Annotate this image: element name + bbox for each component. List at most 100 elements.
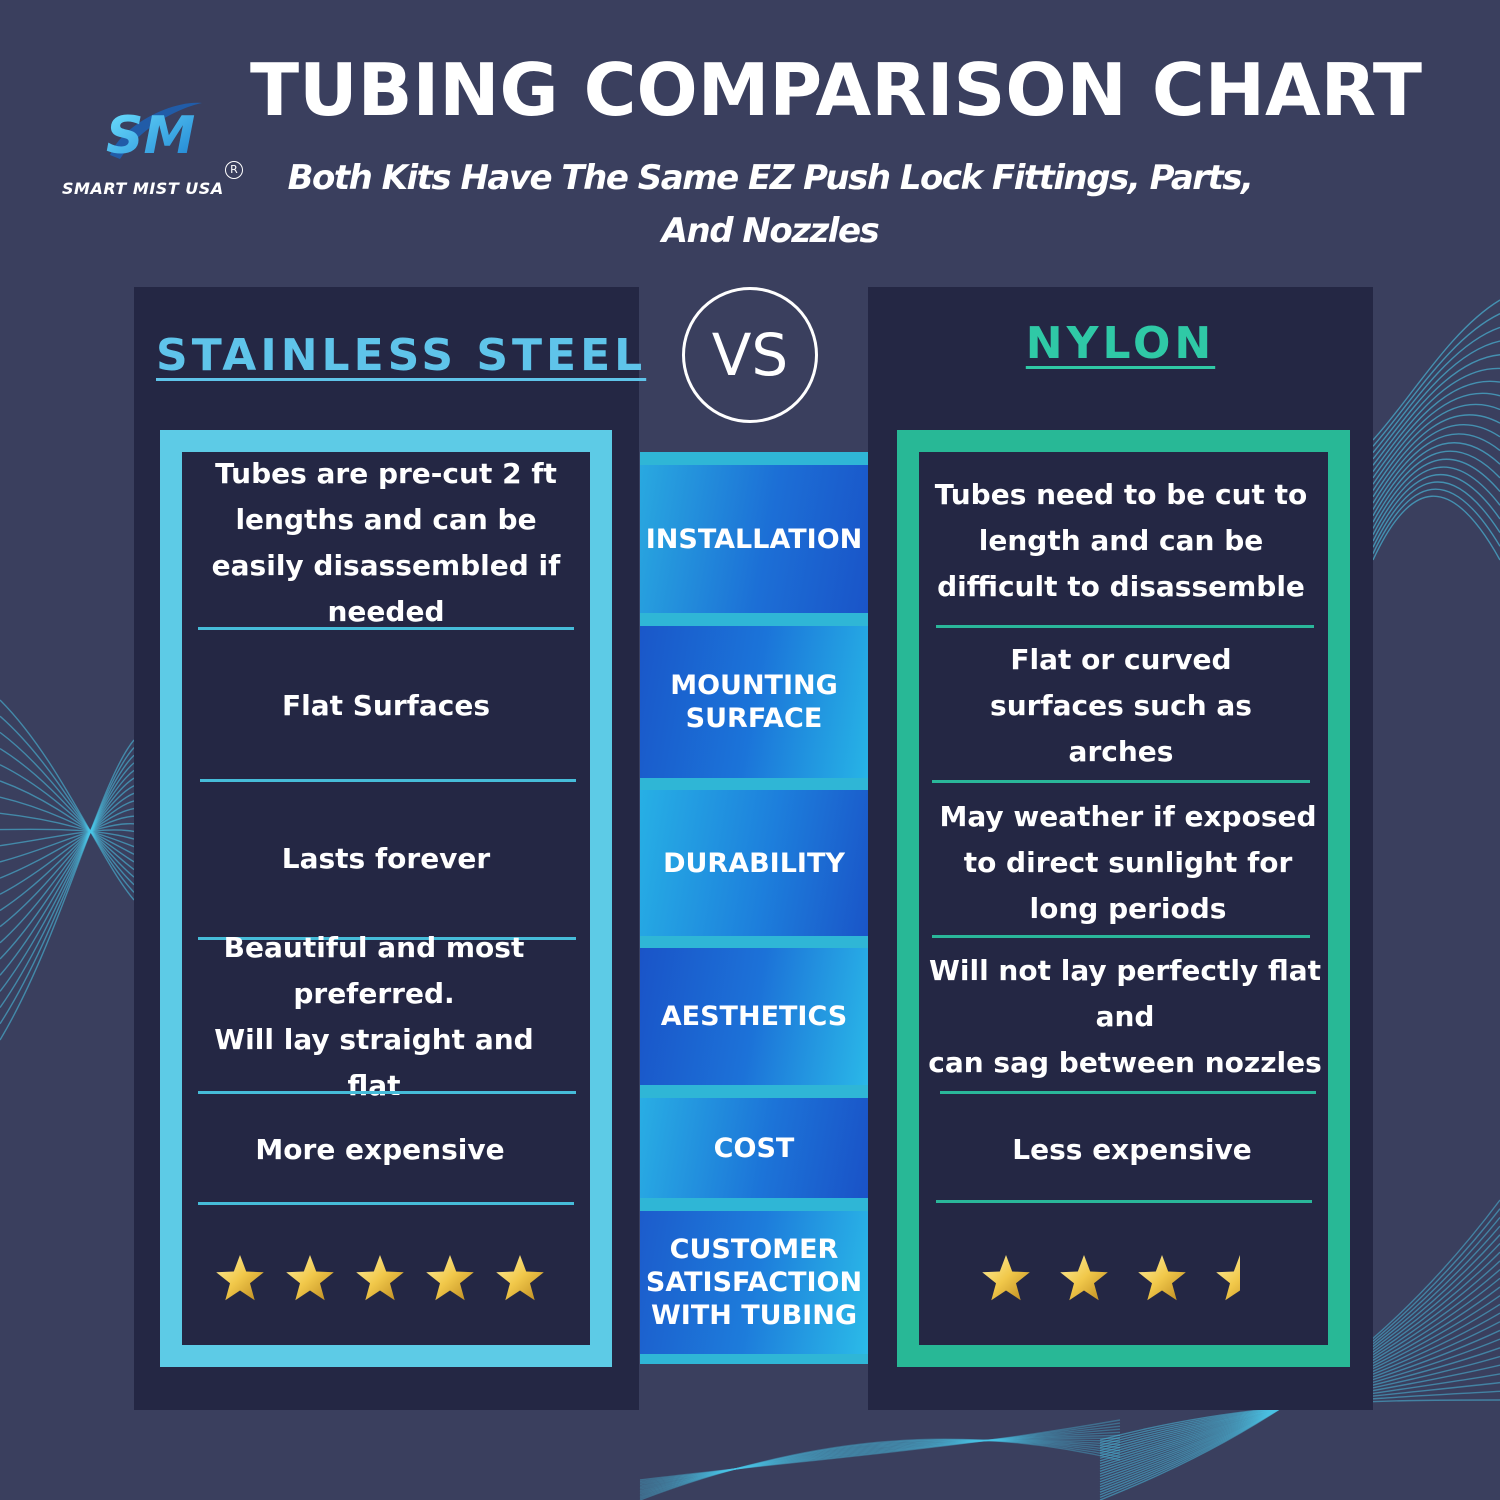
smart-mist-logo: SM SMART MIST USA R	[62, 95, 252, 205]
left-durability-text: Lasts forever	[281, 842, 491, 875]
wave-line	[639, 1438, 1121, 1500]
star-icon	[216, 1255, 264, 1301]
star-icon	[286, 1255, 334, 1301]
nylon-heading: NYLON	[1025, 318, 1216, 369]
wave-line	[1372, 495, 1500, 561]
logo-letters: SM	[106, 106, 195, 165]
left-divider	[198, 627, 574, 630]
stainless-steel-rating	[214, 1253, 564, 1305]
wave-line	[0, 747, 135, 1025]
wave-line	[0, 747, 135, 878]
right-mounting-text-label: Flat or curved surfaces such as arches	[990, 643, 1252, 768]
subtitle-line-2: And Nozzles	[661, 211, 880, 251]
wave-line	[1372, 380, 1500, 479]
wave-line	[0, 785, 135, 944]
stainless-steel-panel	[134, 287, 639, 1410]
wave-line	[1372, 367, 1500, 472]
star-icon	[496, 1255, 544, 1301]
wave-line	[0, 769, 135, 976]
wave-line	[639, 1439, 1121, 1497]
right-divider	[940, 1091, 1316, 1094]
wave-line	[1372, 458, 1500, 529]
right-divider	[932, 935, 1310, 938]
wave-line	[639, 1438, 1121, 1492]
left-divider	[198, 1202, 574, 1205]
wave-line	[639, 1438, 1121, 1500]
wave-line	[1372, 488, 1500, 554]
left-installation-text: Tubes are pre-cut 2 ft lengths and can b…	[211, 457, 561, 628]
star-icon	[1216, 1255, 1240, 1301]
wave-line	[0, 792, 135, 928]
wave-line	[0, 796, 135, 855]
right-aesthetics-text: Will not lay perfectly flat and can sag …	[928, 953, 1322, 1079]
nylon-rating	[980, 1253, 1292, 1305]
wave-line	[0, 828, 135, 840]
star-icon	[1138, 1255, 1186, 1301]
right-durability-text: May weather if exposed to direct sunligh…	[939, 799, 1317, 925]
wave-line	[0, 815, 135, 879]
wave-line	[1372, 481, 1500, 548]
wave-line	[639, 1434, 1121, 1489]
nylon-frame	[897, 430, 1350, 1367]
wave-line	[1372, 313, 1500, 447]
category-installation: INSTALLATION	[640, 465, 868, 613]
left-divider	[200, 779, 576, 782]
wave-line	[1372, 433, 1500, 510]
wave-line	[0, 699, 135, 901]
category-mounting-surface: MOUNTING SURFACE	[640, 626, 868, 778]
registered-mark: R	[225, 161, 243, 179]
right-installation-text: Tubes need to be cut to length and can b…	[934, 478, 1308, 603]
wave-line	[0, 777, 135, 960]
left-mounting-text: Flat Surfaces	[282, 689, 490, 722]
wave-line	[1372, 392, 1500, 485]
wave-line	[639, 1428, 1121, 1486]
stainless-steel-heading: STAINLESS STEEL	[156, 330, 647, 381]
wave-line	[639, 1437, 1121, 1490]
star-icon	[1060, 1255, 1108, 1301]
wave-line	[0, 731, 135, 886]
wave-line	[639, 1439, 1121, 1498]
category-durability: DURABILITY	[640, 790, 868, 936]
star-icon	[356, 1255, 404, 1301]
wave-line	[1372, 414, 1500, 498]
category-cost: COST	[640, 1098, 868, 1198]
wave-line	[0, 739, 135, 1041]
vs-badge: VS	[682, 287, 818, 423]
right-divider	[936, 1200, 1312, 1203]
wave-line	[639, 1422, 1121, 1483]
wave-line	[1372, 466, 1500, 536]
category-customer-satisfaction: CUSTOMER SATISFACTION WITH TUBING	[640, 1211, 868, 1354]
wave-line	[0, 812, 135, 848]
wave-line	[639, 1419, 1121, 1481]
left-cost-text: More expensive	[255, 1133, 505, 1166]
logo-mark-icon: SM	[106, 102, 202, 165]
wave-line	[639, 1439, 1121, 1495]
category-aesthetics: AESTHETICS	[640, 948, 868, 1085]
brand-name: SMART MIST USA	[62, 179, 224, 198]
right-divider	[932, 780, 1310, 783]
right-divider	[936, 625, 1314, 628]
right-cost-text: Less expensive	[1012, 1133, 1252, 1166]
wave-line	[639, 1431, 1121, 1487]
wave-line	[1372, 442, 1500, 517]
wave-line	[0, 762, 135, 992]
subtitle-line-1: Both Kits Have The Same EZ Push Lock Fit…	[287, 158, 1254, 198]
category-mounting-surface-label: MOUNTING SURFACE	[670, 670, 838, 734]
wave-line	[1372, 424, 1500, 504]
stainless-steel-frame	[160, 430, 612, 1367]
wave-line	[0, 800, 135, 912]
wave-line	[639, 1439, 1121, 1493]
star-icon	[982, 1255, 1030, 1301]
nylon-panel	[868, 287, 1373, 1410]
wave-line	[0, 715, 135, 893]
wave-line	[0, 823, 135, 863]
wave-line	[639, 1425, 1121, 1484]
wave-line	[1372, 326, 1500, 454]
wave-line	[0, 780, 135, 863]
wave-line	[0, 764, 135, 871]
left-aesthetics-text: Beautiful and most preferred. Will lay s…	[214, 930, 534, 1102]
page-subtitle: Both Kits Have The Same EZ Push Lock Fit…	[280, 152, 1260, 258]
wave-line	[1372, 299, 1500, 441]
wave-line	[1372, 354, 1500, 466]
